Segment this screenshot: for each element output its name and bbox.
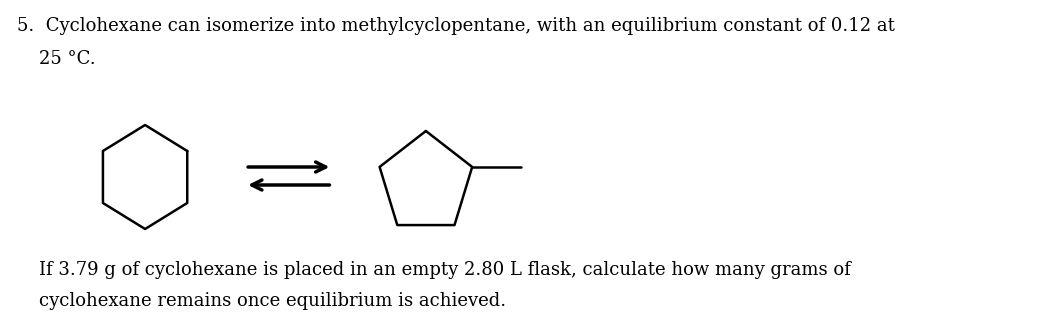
Text: 25 °C.: 25 °C. [39,50,96,68]
Text: cyclohexane remains once equilibrium is achieved.: cyclohexane remains once equilibrium is … [39,292,506,310]
Text: 5.  Cyclohexane can isomerize into methylcyclopentane, with an equilibrium const: 5. Cyclohexane can isomerize into methyl… [17,17,895,35]
Text: If 3.79 g of cyclohexane is placed in an empty 2.80 L flask, calculate how many : If 3.79 g of cyclohexane is placed in an… [39,261,851,279]
